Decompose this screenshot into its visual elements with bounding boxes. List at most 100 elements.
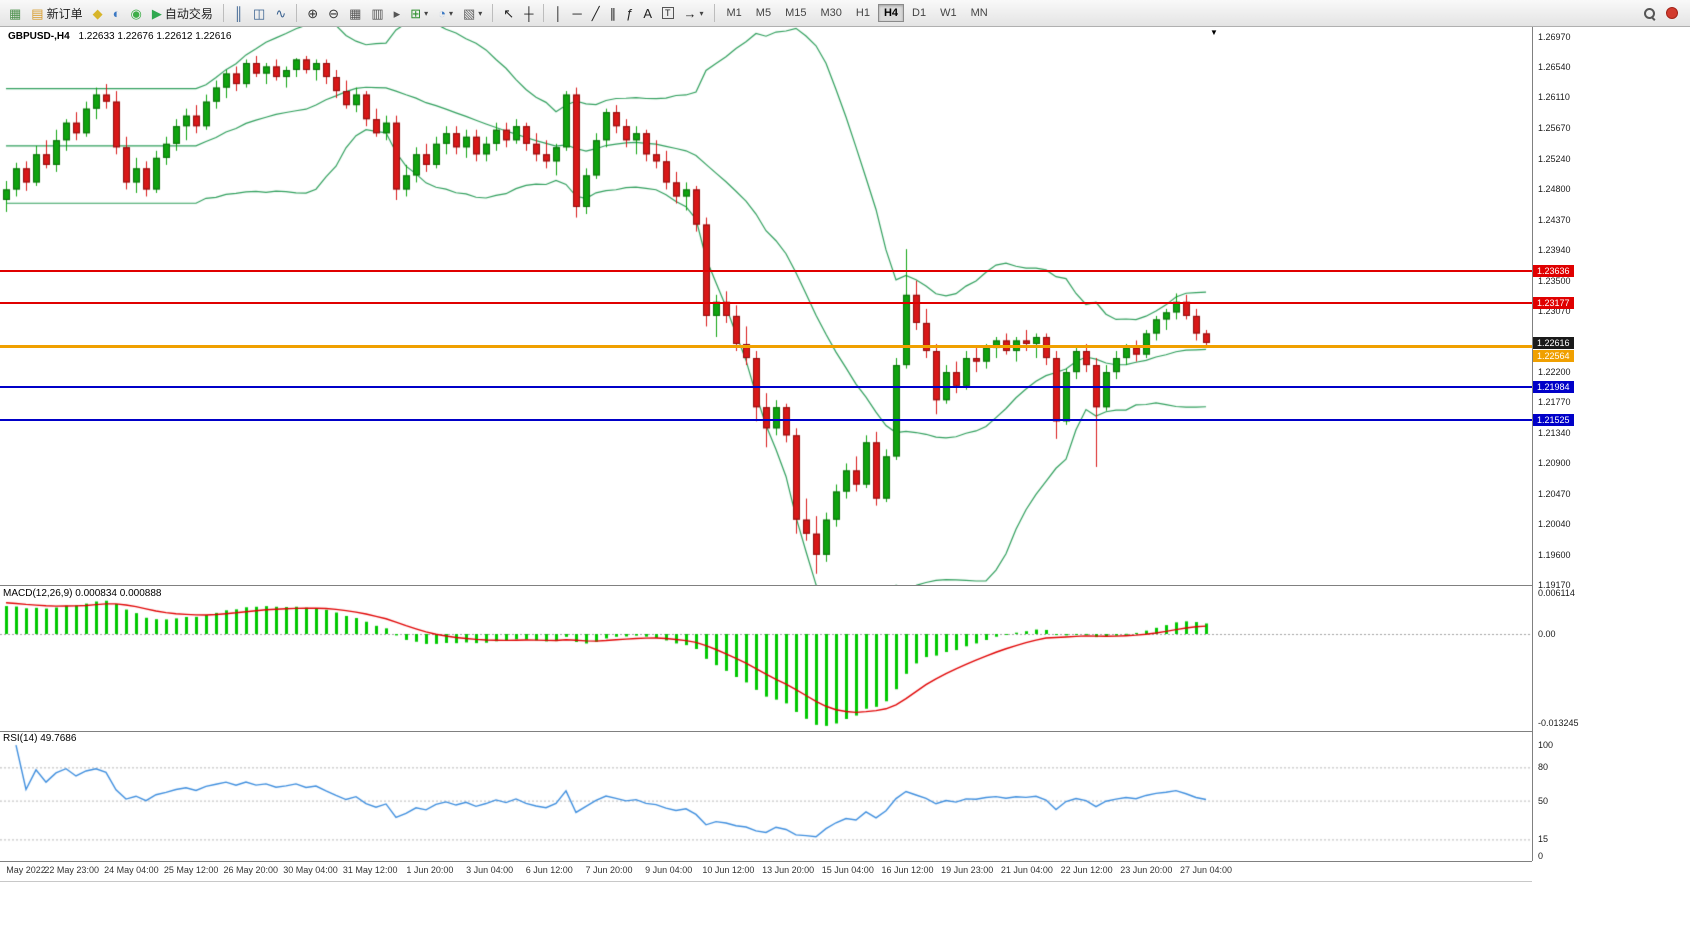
resistance-line-1[interactable] (0, 270, 1532, 273)
panel-separator (0, 585, 1532, 586)
price-tick: 1.25670 (1538, 123, 1571, 134)
new-order-button[interactable]: ▤ 新订单 (26, 2, 87, 25)
pivot-line[interactable] (0, 345, 1532, 349)
channel-button[interactable]: ∥ (605, 2, 622, 25)
support-line-2[interactable] (0, 418, 1532, 421)
timeframe-w1[interactable]: W1 (940, 7, 957, 19)
candlestick-chart-button[interactable]: ◫ (248, 2, 270, 25)
price-tick: 1.23500 (1538, 275, 1571, 286)
toolbar: ▦ ▤ 新订单 ◆ ◐ ◉ ▶ 自动交易 ║ ◫ ∿ ⊕ ⊖ ▦ ▥ ▸ ⊞ ▾ ◔ ▾ ▧ ▾ ↖ ┼ │ ─ ╱ ∥ ƒ A T → ▾ M1… (0, 0, 1690, 27)
vertical-line-button[interactable]: │ (549, 2, 567, 25)
price-tick: 1.19600 (1538, 549, 1571, 560)
time-label: 3 Jun 04:00 (466, 865, 514, 875)
bar-chart-button[interactable]: ║ (229, 2, 248, 25)
chart-shift-button[interactable]: ▸ (389, 2, 406, 25)
time-label: 13 Jun 20:00 (762, 865, 815, 875)
templates-icon: ▧ (462, 5, 476, 21)
new-order-label: 新订单 (46, 6, 83, 21)
new-chart-button[interactable]: ▦ (4, 2, 26, 25)
crosshair-icon: ┼ (524, 5, 534, 21)
toolbar-separator (492, 4, 494, 22)
time-label: 24 May 04:00 (104, 865, 159, 875)
line-chart-button[interactable]: ∿ (270, 2, 291, 25)
navigator-button[interactable]: ◉ (125, 2, 146, 25)
zoom-out-icon: ⊖ (328, 5, 340, 21)
trendline-icon: ╱ (591, 5, 600, 21)
data-window-button[interactable]: ◐ (108, 2, 126, 25)
tile-windows-icon: ▦ (349, 5, 362, 21)
periods-button[interactable]: ◔ ▾ (433, 2, 458, 25)
zoom-in-icon: ⊕ (307, 5, 319, 21)
timeframe-mn[interactable]: MN (970, 7, 988, 19)
time-axis[interactable]: May 2022 22 May 23:00 24 May 04:00 25 May 1… (0, 862, 1532, 880)
timeframe-m5[interactable]: M5 (755, 7, 772, 19)
time-label: 1 Jun 20:00 (406, 865, 454, 875)
zoom-out-button[interactable]: ⊖ (323, 2, 344, 25)
timeframe-m15[interactable]: M15 (785, 7, 807, 19)
panel-separator (0, 731, 1532, 732)
cursor-icon: ↖ (503, 5, 515, 21)
price-scale[interactable]: 1.26970 1.26540 1.26110 1.25670 1.25240 1.248… (1532, 27, 1690, 861)
price-tick: 1.23940 (1538, 244, 1571, 255)
text-label-button[interactable]: T (657, 2, 679, 25)
timeframe-m1[interactable]: M1 (726, 7, 742, 19)
rsi-canvas[interactable] (0, 732, 1532, 861)
arrows-icon: → (683, 5, 697, 21)
resistance-line-2[interactable] (0, 302, 1532, 305)
price-tick: 1.25240 (1538, 153, 1571, 164)
macd-axis-label: -0.013245 (1538, 717, 1579, 728)
time-label: May 2022 (6, 865, 46, 875)
timeframe-h1[interactable]: H1 (855, 7, 870, 19)
window-bottom-border (0, 881, 1532, 882)
zoom-in-button[interactable]: ⊕ (302, 2, 323, 25)
toolbar-buttons: ▦ ▤ 新订单 ◆ ◐ ◉ ▶ 自动交易 ║ ◫ ∿ ⊕ ⊖ ▦ ▥ ▸ ⊞ ▾ ◔ ▾ ▧ ▾ ↖ ┼ │ ─ ╱ ∥ ƒ A T → ▾ M1… (4, 2, 995, 25)
cursor-button[interactable]: ↖ (498, 2, 519, 25)
crosshair-button[interactable]: ┼ (519, 2, 538, 25)
toolbar-separator (713, 4, 715, 22)
macd-axis-label: 0.006114 (1538, 588, 1575, 599)
search-icon[interactable] (1643, 7, 1656, 20)
indicators-button[interactable]: ⊞ ▾ (405, 2, 433, 25)
time-label: 7 Jun 20:00 (585, 865, 633, 875)
templates-button[interactable]: ▧ ▾ (458, 2, 487, 25)
rsi-name: RSI(14) (3, 733, 38, 744)
fibonacci-button[interactable]: ƒ (621, 2, 638, 25)
text-label-icon: T (662, 7, 674, 19)
pivot-badge: 1.22564 (1533, 349, 1574, 362)
main-chart-canvas[interactable] (0, 27, 1532, 585)
text-button[interactable]: A (638, 2, 657, 25)
alert-icon[interactable] (1666, 7, 1678, 19)
auto-scroll-button[interactable]: ▥ (366, 2, 388, 25)
time-label: 30 May 04:00 (283, 865, 338, 875)
channel-icon: ∥ (609, 5, 617, 21)
tile-windows-button[interactable]: ▦ (344, 2, 366, 25)
horizontal-line-button[interactable]: ─ (568, 2, 587, 25)
rsi-axis-label: 100 (1538, 740, 1554, 751)
market-watch-button[interactable]: ◆ (88, 2, 108, 25)
timeframe-d1[interactable]: D1 (912, 7, 927, 19)
chevron-down-icon: ▾ (699, 8, 704, 18)
toolbar-separator (543, 4, 545, 22)
price-tick: 1.26110 (1538, 92, 1570, 103)
ohlc-values: 1.22633 1.22676 1.22612 1.22616 (78, 31, 232, 42)
price-tick: 1.21770 (1538, 397, 1571, 408)
macd-canvas[interactable] (0, 586, 1532, 731)
navigator-icon: ◉ (130, 5, 142, 21)
bar-chart-icon: ║ (233, 5, 244, 21)
new-order-icon: ▤ (31, 5, 44, 21)
macd-name: MACD(12,26,9) (3, 588, 73, 599)
symbol-label: GBPUSD-,H4 (8, 31, 70, 42)
trendline-button[interactable]: ╱ (587, 2, 605, 25)
time-label: 23 Jun 20:00 (1120, 865, 1173, 875)
time-label: 6 Jun 12:00 (525, 865, 573, 875)
macd-axis-label: 0.00 (1538, 629, 1556, 639)
support-line-1[interactable] (0, 386, 1532, 389)
arrows-button[interactable]: → ▾ (679, 2, 709, 25)
horizontal-line-icon: ─ (572, 5, 582, 21)
rsi-axis-label: 50 (1538, 795, 1549, 806)
rsi-axis-label: 0 (1538, 851, 1544, 861)
timeframe-h4[interactable]: H4 (877, 4, 905, 22)
auto-trading-button[interactable]: ▶ 自动交易 (147, 2, 218, 25)
timeframe-m30[interactable]: M30 (820, 7, 842, 19)
